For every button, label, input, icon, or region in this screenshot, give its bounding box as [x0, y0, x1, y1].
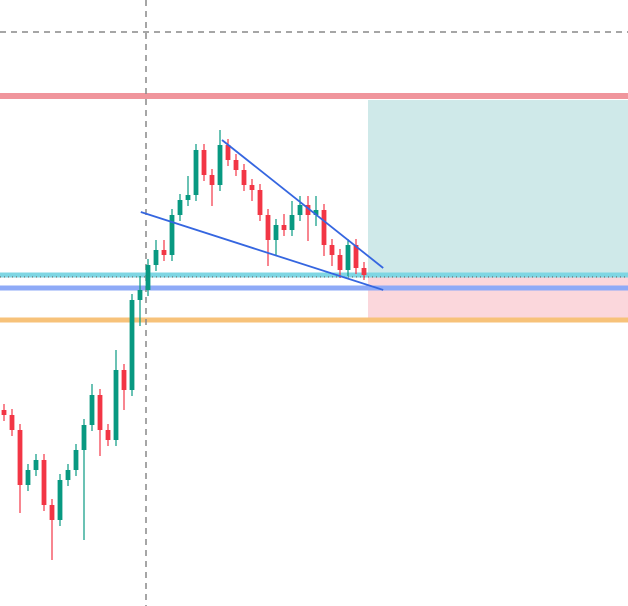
candle-body	[225, 145, 231, 160]
candle-body	[177, 200, 183, 215]
candle-body	[33, 460, 39, 470]
candle-body	[169, 215, 175, 255]
candle-body	[121, 370, 127, 390]
candle-body	[97, 395, 103, 430]
candle-body	[241, 170, 247, 185]
candle-body	[145, 265, 151, 290]
candle-body	[161, 250, 167, 255]
candle-body	[193, 150, 199, 195]
candle-body	[257, 190, 263, 215]
candle-body	[185, 195, 191, 200]
candle-body	[41, 460, 47, 505]
candle-body	[297, 205, 303, 215]
candle-body	[73, 450, 79, 470]
candle-body	[321, 210, 327, 245]
candle-body	[137, 290, 143, 300]
candle-body	[329, 245, 335, 255]
candle-body	[17, 430, 23, 485]
candle-body	[313, 210, 319, 215]
trendline	[140, 211, 384, 291]
candle-body	[249, 185, 255, 190]
candle-body	[25, 470, 31, 485]
candle-body	[281, 225, 287, 230]
candle-body	[1, 410, 7, 415]
trendline	[221, 139, 384, 269]
candle-body	[345, 245, 351, 270]
profit-zone	[368, 100, 628, 275]
candle-body	[113, 370, 119, 440]
candle-body	[81, 425, 87, 450]
candle-body	[65, 470, 71, 480]
candle-body	[57, 480, 63, 520]
candle-body	[217, 145, 223, 185]
candle-body	[289, 215, 295, 230]
loss-zone	[368, 275, 628, 320]
candle-body	[89, 395, 95, 425]
candle-body	[265, 215, 271, 240]
candle-body	[201, 150, 207, 175]
candle-body	[361, 268, 367, 275]
candle-body	[209, 175, 215, 185]
candle-body	[49, 505, 55, 520]
candle-body	[9, 415, 15, 430]
candle-body	[129, 300, 135, 390]
candle-body	[305, 205, 311, 215]
candle-body	[273, 225, 279, 240]
candle-body	[105, 430, 111, 440]
candle-body	[233, 160, 239, 170]
candle-body	[353, 245, 359, 268]
candle-body	[153, 250, 159, 265]
candle-body	[337, 255, 343, 270]
